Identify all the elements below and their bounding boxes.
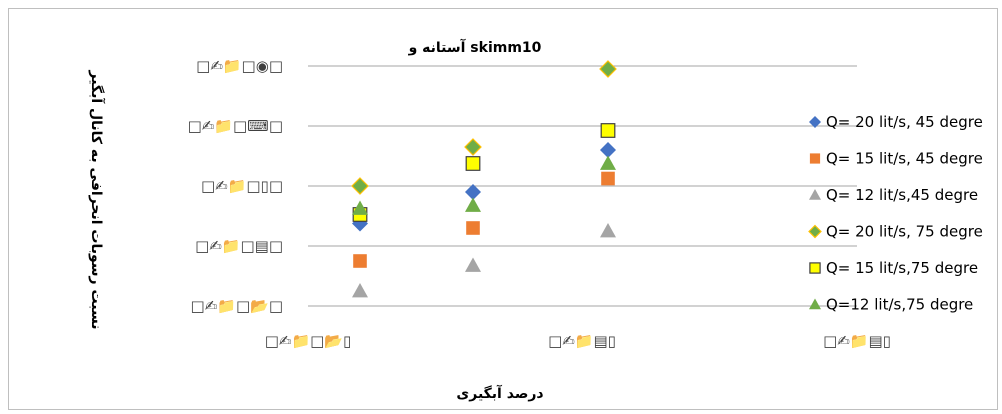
legend: Q= 20 lit/s, 45 degre Q= 15 lit/s, 45 deg… (809, 113, 983, 314)
data-point (465, 139, 481, 155)
legend-label: Q=12 lit/s,75 degre (826, 296, 973, 314)
chart-title: آستانه و skimm10 (408, 38, 542, 56)
x-tick-labels: □✍📁□📂▯ □✍📁▤▯ □✍📁▤▯ (265, 332, 891, 350)
y-tick-label: □✍📁□📂□ (191, 297, 283, 315)
legend-label: Q= 20 lit/s, 75 degre (826, 223, 983, 241)
legend-marker (809, 299, 821, 310)
data-point (601, 172, 615, 186)
x-axis-title: درصد آبگیری (456, 384, 543, 402)
data-point (465, 198, 481, 212)
x-tick-label: □✍📁▤▯ (548, 332, 616, 350)
legend-marker (810, 153, 820, 163)
data-point (600, 156, 616, 170)
data-point (466, 221, 480, 235)
data-point (352, 178, 368, 194)
y-axis-title: نسبت رسوبات انحرافی به کانال آبگیر (88, 69, 106, 329)
y-tick-label: □✍📁□▯□ (201, 177, 283, 195)
data-point (601, 124, 615, 138)
y-tick-label: □✍📁□▤□ (195, 237, 283, 255)
data-point (353, 254, 367, 268)
legend-label: Q= 15 lit/s, 45 degre (826, 150, 983, 168)
legend-marker (810, 263, 820, 273)
y-tick-label: □✍📁□◉□ (196, 57, 283, 75)
data-point (600, 223, 616, 237)
gridlines (308, 66, 857, 306)
legend-label: Q= 15 lit/s,75 degre (826, 259, 978, 277)
data-point (352, 283, 368, 297)
x-tick-label: □✍📁□📂▯ (265, 332, 352, 350)
legend-label: Q= 20 lit/s, 45 degre (826, 113, 983, 131)
x-tick-label: □✍📁▤▯ (823, 332, 891, 350)
data-point (465, 258, 481, 272)
legend-marker (809, 226, 821, 238)
data-point (600, 61, 616, 77)
legend-label: Q= 12 lit/s,45 degre (826, 186, 978, 204)
y-tick-labels: □✍📁□📂□ □✍📁□▤□ □✍📁□▯□ □✍📁□⌨□ □✍📁□◉□ (188, 57, 283, 315)
y-tick-label: □✍📁□⌨□ (188, 117, 283, 135)
data-points (352, 61, 616, 297)
legend-marker (809, 189, 821, 200)
data-point (466, 157, 480, 171)
